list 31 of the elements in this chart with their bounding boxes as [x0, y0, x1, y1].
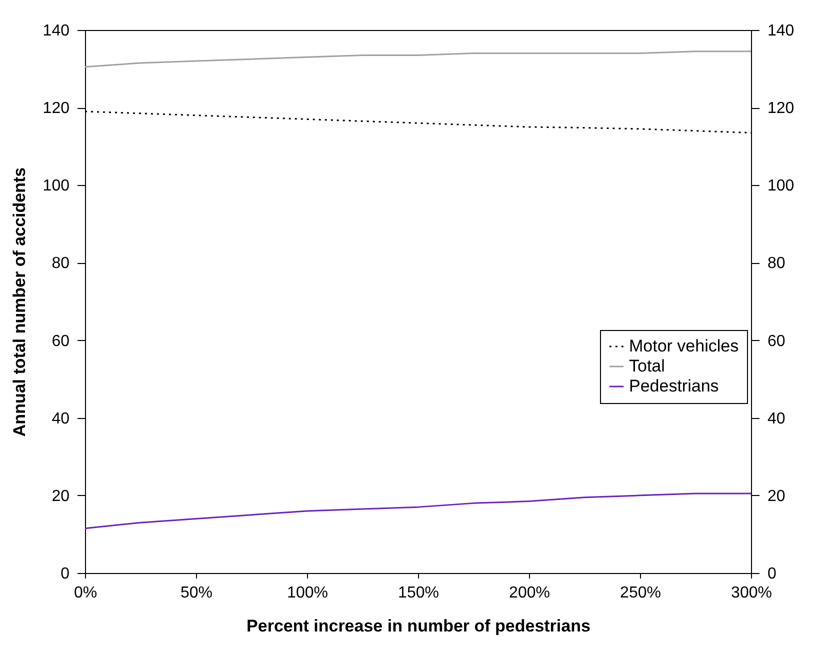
- x-tick-label: 300%: [731, 584, 772, 602]
- x-tick-label: 250%: [620, 584, 661, 602]
- x-axis-title: Percent increase in number of pedestrians: [246, 616, 590, 636]
- y-tick-label: 60: [52, 332, 70, 350]
- x-tick-label: 0%: [74, 584, 98, 602]
- y2-tick-label: 60: [768, 332, 786, 350]
- legend-label: Motor vehicles: [629, 336, 739, 356]
- y2-tick-label: 80: [768, 255, 786, 272]
- y2-tick-label: 40: [768, 410, 786, 428]
- x-tick-label: 50%: [180, 584, 213, 602]
- y-tick-label: 0: [60, 566, 70, 582]
- y2-tick-label: 20: [768, 488, 786, 505]
- x-tick-label: 100%: [287, 584, 328, 602]
- y-tick-label: 120: [42, 100, 70, 118]
- y-tick-label: 40: [52, 410, 70, 428]
- x-tick-label: 150%: [398, 584, 439, 602]
- line-series: [84, 492, 752, 530]
- legend-label: Total: [629, 356, 665, 376]
- line-series: [84, 110, 752, 134]
- line-series: [84, 50, 752, 68]
- y2-tick-label: 0: [768, 566, 776, 582]
- y2-tick-label: 120: [768, 100, 794, 118]
- y-tick-label: 100: [42, 178, 70, 195]
- y-tick-label: 20: [52, 488, 70, 505]
- y-tick-label: 140: [42, 22, 70, 40]
- y-axis-title: Annual total number of accidents: [10, 167, 29, 437]
- y2-tick-label: 140: [768, 22, 794, 40]
- y-tick-label: 80: [52, 255, 70, 272]
- x-tick-label: 200%: [509, 584, 550, 602]
- y2-tick-label: 100: [768, 178, 794, 195]
- legend-label: Pedestrians: [629, 376, 719, 396]
